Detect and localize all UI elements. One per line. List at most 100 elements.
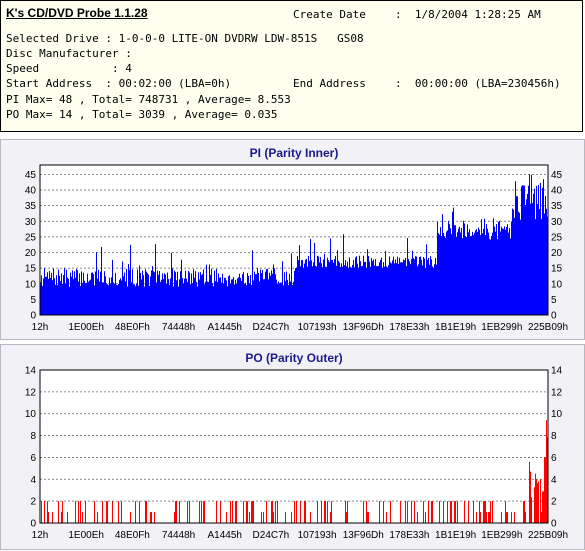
bar-0-5 [45, 276, 46, 315]
bar-1-448 [488, 512, 489, 523]
bar-0-241 [281, 282, 282, 315]
bar-0-74 [114, 283, 115, 315]
bar-0-30 [70, 272, 71, 315]
bar-0-340 [380, 259, 381, 315]
bar-0-414 [454, 225, 455, 315]
bar-0-279 [319, 262, 320, 315]
bar-0-132 [172, 268, 173, 315]
bar-0-106 [146, 271, 147, 315]
bar-0-338 [378, 265, 379, 315]
bar-0-25 [65, 283, 66, 315]
bar-1-407 [447, 501, 448, 523]
bar-0-407 [447, 230, 448, 315]
bar-0-398 [438, 233, 439, 315]
bar-0-503 [543, 179, 544, 315]
bar-0-319 [359, 255, 360, 315]
bar-0-141 [181, 259, 182, 315]
bar-1-474 [514, 512, 515, 523]
bar-0-43 [83, 272, 84, 315]
bar-0-294 [334, 259, 335, 315]
bar-1-264 [304, 501, 305, 523]
bar-0-504 [544, 213, 545, 315]
bar-1-496 [536, 479, 537, 523]
bar-1-461 [501, 512, 502, 523]
bar-0-491 [531, 174, 532, 315]
bar-0-312 [352, 264, 353, 315]
bar-0-172 [212, 283, 213, 315]
bar-0-303 [343, 234, 344, 315]
bar-0-198 [238, 277, 239, 315]
bar-1-134 [174, 512, 175, 523]
bar-0-66 [106, 283, 107, 315]
bar-0-436 [476, 229, 477, 315]
bar-0-446 [486, 224, 487, 315]
bar-1-452 [492, 501, 493, 523]
bar-0-311 [351, 267, 352, 315]
bar-1-392 [432, 501, 433, 523]
bar-0-237 [277, 284, 278, 315]
po-summary-line: PO Max= 14 , Total= 3039 , Average= 0.03… [6, 108, 278, 121]
bar-0-449 [489, 238, 490, 315]
bar-1-8 [48, 512, 49, 523]
bar-1-235 [275, 501, 276, 523]
bar-1-110 [150, 512, 151, 523]
bar-1-428 [468, 501, 469, 523]
bar-0-40 [80, 285, 81, 315]
x-tick-0-7: 13F96Dh [343, 322, 384, 333]
bar-0-280 [320, 257, 321, 315]
bar-0-98 [138, 285, 139, 315]
bar-0-6 [46, 276, 47, 315]
bar-0-20 [60, 281, 61, 315]
bar-0-483 [523, 185, 524, 315]
bar-1-446 [486, 512, 487, 523]
bar-0-388 [428, 257, 429, 315]
bar-1-233 [273, 512, 274, 523]
y-tick-right-0-5: 25 [551, 232, 563, 243]
bar-0-126 [166, 283, 167, 315]
bar-0-217 [257, 268, 258, 315]
bar-0-197 [237, 278, 238, 315]
bar-0-435 [475, 230, 476, 315]
bar-0-176 [216, 268, 217, 315]
bar-0-264 [304, 263, 305, 315]
bar-0-501 [541, 219, 542, 315]
bar-0-255 [295, 268, 296, 315]
bar-0-423 [463, 220, 464, 315]
bar-0-79 [119, 279, 120, 315]
bar-0-399 [439, 234, 440, 315]
bar-0-499 [539, 209, 540, 315]
bar-1-4 [44, 501, 45, 523]
bar-0-120 [160, 281, 161, 315]
bar-0-445 [485, 235, 486, 315]
bar-0-142 [182, 277, 183, 315]
bar-1-291 [331, 501, 332, 523]
x-tick-0-9: 1B1E19h [435, 322, 476, 333]
bar-0-221 [261, 273, 262, 315]
bar-0-60 [100, 271, 101, 315]
bar-0-67 [107, 284, 108, 315]
bar-1-360 [400, 501, 401, 523]
x-tick-0-2: 48E0Fh [115, 322, 150, 333]
x-tick-1-8: 178E33h [389, 530, 429, 541]
bar-0-345 [385, 250, 386, 315]
bar-0-69 [109, 277, 110, 315]
bar-0-329 [369, 261, 370, 315]
bar-0-489 [529, 174, 530, 315]
y-tick-left-1-4: 8 [30, 431, 36, 442]
bar-0-403 [443, 232, 444, 315]
disc-manufacturer-line: Disc Manufacturer : [6, 47, 132, 60]
bar-1-410 [450, 501, 451, 523]
bar-1-383 [423, 501, 424, 523]
bar-0-380 [420, 256, 421, 315]
bar-1-433 [473, 501, 474, 523]
bar-1-436 [476, 512, 477, 523]
bar-0-397 [437, 221, 438, 315]
x-tick-0-5: D24C7h [253, 322, 290, 333]
x-tick-0-4: A1445h [207, 322, 241, 333]
bar-0-335 [375, 259, 376, 315]
bar-0-372 [412, 250, 413, 315]
bar-0-205 [245, 282, 246, 315]
bar-0-300 [340, 266, 341, 315]
bar-0-356 [396, 263, 397, 315]
bar-0-470 [510, 238, 511, 315]
